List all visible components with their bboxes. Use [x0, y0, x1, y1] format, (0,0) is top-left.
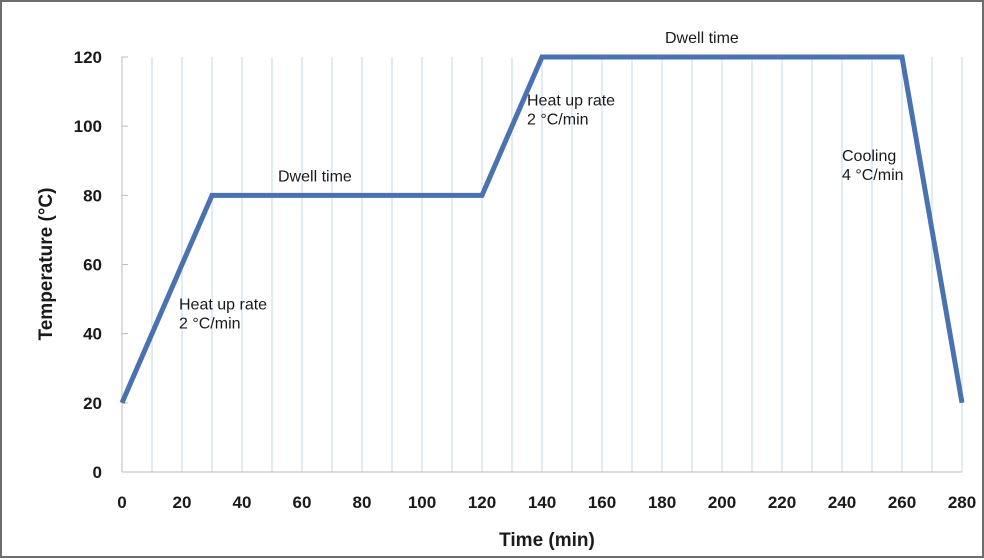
y-tick-label: 40	[83, 325, 102, 344]
annotation-label: Heat up rate 2 °C/min	[527, 92, 615, 128]
series-layer	[119, 54, 965, 404]
annotation-line: Heat up rate	[179, 296, 267, 313]
annotation-line: 2 °C/min	[527, 111, 589, 128]
x-tick-label: 40	[233, 493, 252, 512]
temperature-line	[119, 54, 965, 404]
x-tick-label: 260	[888, 493, 916, 512]
x-tick-label: 80	[353, 493, 372, 512]
x-tick-label: 160	[588, 493, 616, 512]
annotation-line: 2 °C/min	[179, 315, 241, 332]
annotation-line: Dwell time	[665, 30, 739, 47]
annotation-label: Dwell time	[278, 169, 352, 186]
y-tick-label: 120	[74, 48, 102, 67]
y-axis-title: Temperature (°C)	[36, 188, 57, 341]
x-tick-label: 100	[408, 493, 436, 512]
annotation-line: Dwell time	[278, 169, 352, 186]
y-tick-label: 80	[83, 186, 102, 205]
y-tick-label: 20	[83, 394, 102, 413]
y-tick-label: 0	[93, 463, 102, 482]
x-tick-label: 60	[293, 493, 312, 512]
annotation-label: Dwell time	[665, 30, 739, 47]
grid-lines	[122, 56, 963, 472]
x-tick-label: 0	[117, 493, 126, 512]
y-tick-label: 100	[74, 117, 102, 136]
x-tick-label: 220	[768, 493, 796, 512]
x-tick-label: 20	[173, 493, 192, 512]
tick-labels: 0 20 40 60 80 100 120 140 160 180 200 220 240 260 280 0…	[74, 48, 977, 512]
x-tick-label: 180	[648, 493, 676, 512]
y-tick-label: 60	[83, 256, 102, 275]
annotations: Heat up rate 2 °C/min Dwell time Heat up ra…	[179, 30, 904, 332]
x-tick-label: 280	[948, 493, 976, 512]
x-tick-label: 140	[528, 493, 556, 512]
x-tick-label: 200	[708, 493, 736, 512]
x-tick-label: 240	[828, 493, 856, 512]
x-axis-title: Time (min)	[499, 530, 595, 551]
x-tick-label: 120	[468, 493, 496, 512]
annotation-line: Cooling	[842, 148, 896, 165]
annotation-line: Heat up rate	[527, 92, 615, 109]
annotation-label: Cooling 4 °C/min	[842, 148, 904, 184]
annotation-line: 4 °C/min	[842, 167, 904, 184]
annotation-label: Heat up rate 2 °C/min	[179, 296, 267, 332]
